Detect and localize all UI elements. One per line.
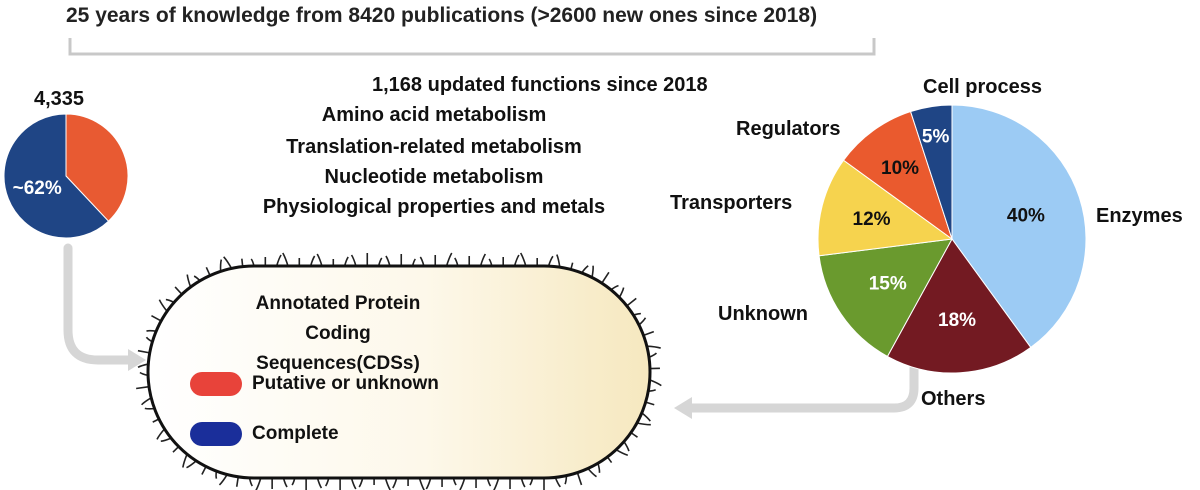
pie-data-label: 18%: [938, 310, 976, 331]
pie-slice: [817, 159, 954, 257]
arrow-big-pie-to-cell: [674, 363, 919, 419]
pie-data-label: 40%: [1007, 206, 1045, 227]
pie-data-label: 5%: [922, 126, 950, 147]
legend-swatch-putative: [190, 372, 242, 396]
cell-body: [146, 264, 652, 480]
pie-slice: [3, 113, 110, 239]
pie-data-label: ~62%: [13, 178, 62, 199]
category-cell-process: Cell process: [923, 76, 1042, 98]
category-others: Others: [921, 388, 986, 410]
category-enzymes: Enzymes: [1096, 205, 1183, 227]
pie-slice: [909, 104, 953, 240]
legend-label: Complete: [252, 423, 339, 444]
small-pie: ~62%: [3, 113, 129, 239]
legend-item-complete: Complete: [190, 422, 339, 446]
page-title: 25 years of knowledge from 8420 publicat…: [66, 4, 818, 27]
legend-label: Putative or unknown: [252, 373, 439, 394]
pie-slice: [65, 113, 129, 222]
category-transporters: Transporters: [670, 192, 793, 214]
title-bracket: [68, 38, 876, 56]
updated-function-item: Amino acid metabolism: [321, 104, 547, 126]
legend-item-putative: Putative or unknown: [190, 372, 439, 396]
pie-data-label: 10%: [881, 158, 919, 179]
arrow-small-pie-to-cell: [63, 243, 146, 371]
pie-data-label: 12%: [853, 209, 891, 230]
pie-slice: [842, 110, 953, 241]
category-unknown: Unknown: [718, 303, 808, 325]
big-pie: 40% 18% 15% 12% 10%5%: [817, 104, 1087, 374]
pie-data-label: 15%: [869, 273, 907, 294]
updated-function-item: Translation-related metabolism: [286, 136, 582, 158]
updated-functions-title: 1,168 updated functions since 2018: [372, 74, 708, 96]
pie-slice: [951, 104, 1087, 349]
legend-swatch-complete: [190, 422, 242, 446]
updated-function-item: Physiological properties and metals: [262, 196, 606, 218]
small-pie-total: 4,335: [34, 88, 85, 110]
cell-title: Annotated Protein Coding Sequences(CDSs): [255, 293, 421, 374]
category-regulators: Regulators: [736, 118, 841, 140]
updated-function-item: Nucleotide metabolism: [324, 166, 544, 188]
pie-slice: [818, 238, 953, 358]
pie-slice: [886, 238, 1032, 374]
